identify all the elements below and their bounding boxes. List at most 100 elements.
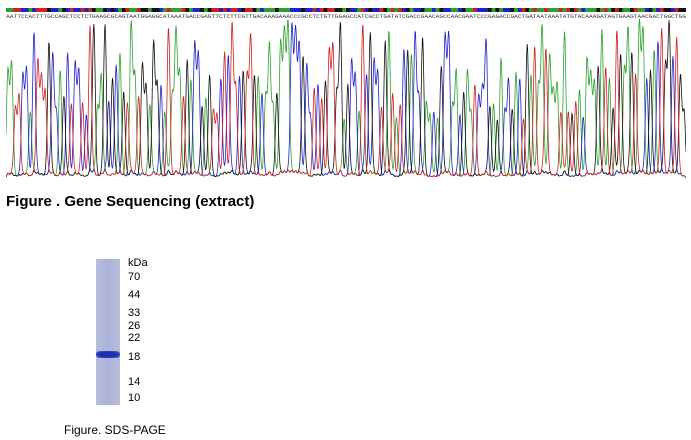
base-quality-cell [588, 8, 593, 12]
base-quality-cell [267, 8, 272, 12]
marker-label: 22 [128, 332, 141, 344]
base-quality-cell [682, 8, 686, 12]
base-quality-cell [458, 8, 463, 12]
base-quality-cell [286, 8, 291, 12]
base-quality-cell [50, 8, 55, 12]
base-quality-cell [372, 8, 377, 12]
base-quality-cell [162, 8, 167, 12]
base-quality-cell [200, 8, 205, 12]
base-quality-cell [502, 8, 507, 12]
base-quality-cell [275, 8, 280, 12]
base-quality-cell [671, 8, 676, 12]
base-quality-cell [484, 8, 489, 12]
base-quality-cell [170, 8, 175, 12]
base-quality-cell [547, 8, 552, 12]
base-quality-cell [641, 8, 646, 12]
base-quality-cell [349, 8, 354, 12]
base-quality-cell [73, 8, 78, 12]
base-quality-cell [218, 8, 224, 12]
base-quality-cell [416, 8, 422, 12]
base-quality-cell [39, 8, 44, 12]
base-quality-cell [626, 8, 631, 12]
base-quality-cell [368, 8, 373, 12]
base-quality-cell [379, 8, 384, 12]
marker-label: 18 [128, 351, 141, 363]
base-quality-cell [43, 8, 48, 12]
base-quality-cell [260, 8, 265, 12]
base-quality-cell [159, 8, 164, 12]
base-quality-cell [506, 8, 511, 12]
base-quality-cell [648, 8, 653, 12]
base-quality-cell [629, 8, 634, 12]
base-quality-cell [65, 8, 70, 12]
trace-T [6, 21, 686, 179]
base-quality-cell [177, 8, 182, 12]
base-quality-cell [245, 8, 250, 12]
base-quality-cell [409, 8, 414, 12]
base-quality-cell [80, 8, 85, 12]
base-quality-cell [166, 8, 171, 12]
base-quality-cell [35, 8, 40, 12]
base-quality-cell [357, 8, 362, 12]
base-quality-cell [555, 8, 560, 12]
base-quality-cell [487, 8, 493, 12]
base-quality-cell [233, 8, 238, 12]
base-quality-cell [301, 8, 306, 12]
base-quality-cell [147, 8, 153, 12]
base-quality-cell [611, 8, 616, 12]
chromatogram-svg: AATTCCACTTTGCCAGCTCCTCTGAAGCGCAGTAATGGAG… [6, 8, 686, 179]
base-quality-cell [521, 8, 526, 12]
base-quality-cell [20, 8, 25, 12]
base-quality-cell [499, 8, 504, 12]
base-quality-cell [278, 8, 283, 12]
base-quality-cell [342, 8, 347, 12]
base-quality-cell [327, 8, 332, 12]
marker-label: 26 [128, 320, 141, 332]
base-quality-cell [248, 8, 253, 12]
base-quality-cell [62, 8, 67, 12]
base-quality-cell [125, 8, 130, 12]
base-quality-cell [461, 8, 466, 12]
base-quality-cell [510, 8, 515, 12]
base-quality-cell [54, 8, 59, 12]
base-quality-cell [420, 8, 425, 12]
base-quality-cell [678, 8, 683, 12]
base-quality-cell [215, 8, 220, 12]
base-quality-cell [58, 8, 63, 12]
base-quality-cell [185, 8, 190, 12]
base-quality-cell [118, 8, 123, 12]
base-quality-cell [110, 8, 115, 12]
base-quality-cell [517, 8, 522, 12]
base-quality-cell [338, 8, 343, 12]
base-quality-cell [91, 8, 96, 12]
base-quality-cell [375, 8, 380, 12]
base-quality-cell [17, 8, 22, 12]
base-quality-cell [480, 8, 485, 12]
base-quality-cell [346, 8, 351, 12]
base-quality-cell [413, 8, 418, 12]
sds-page-caption: Figure. SDS-PAGE [64, 423, 166, 437]
base-quality-cell [312, 8, 317, 12]
base-quality-cell [562, 8, 567, 12]
base-quality-cell [192, 8, 197, 12]
marker-label: 14 [128, 376, 141, 388]
base-quality-cell [95, 8, 100, 12]
base-quality-cell [387, 8, 392, 12]
base-quality-cell [674, 8, 679, 12]
base-quality-cell [84, 8, 89, 12]
base-quality-cell [32, 8, 37, 12]
base-quality-cell [652, 8, 657, 12]
gel-lane [96, 259, 120, 405]
base-quality-cell [263, 8, 268, 12]
marker-label: 44 [128, 289, 141, 301]
marker-ladder: kDa 70 44 33 26 22 18 14 10 [128, 258, 168, 408]
base-quality-cell [450, 8, 455, 12]
base-quality-cell [465, 8, 470, 12]
base-quality-cell [204, 8, 209, 12]
base-quality-cell [230, 8, 235, 12]
base-quality-cell [633, 8, 638, 12]
base-quality-cell [256, 8, 261, 12]
base-quality-cell [129, 8, 134, 12]
base-quality-cell [9, 8, 14, 12]
base-quality-cell [24, 8, 29, 12]
